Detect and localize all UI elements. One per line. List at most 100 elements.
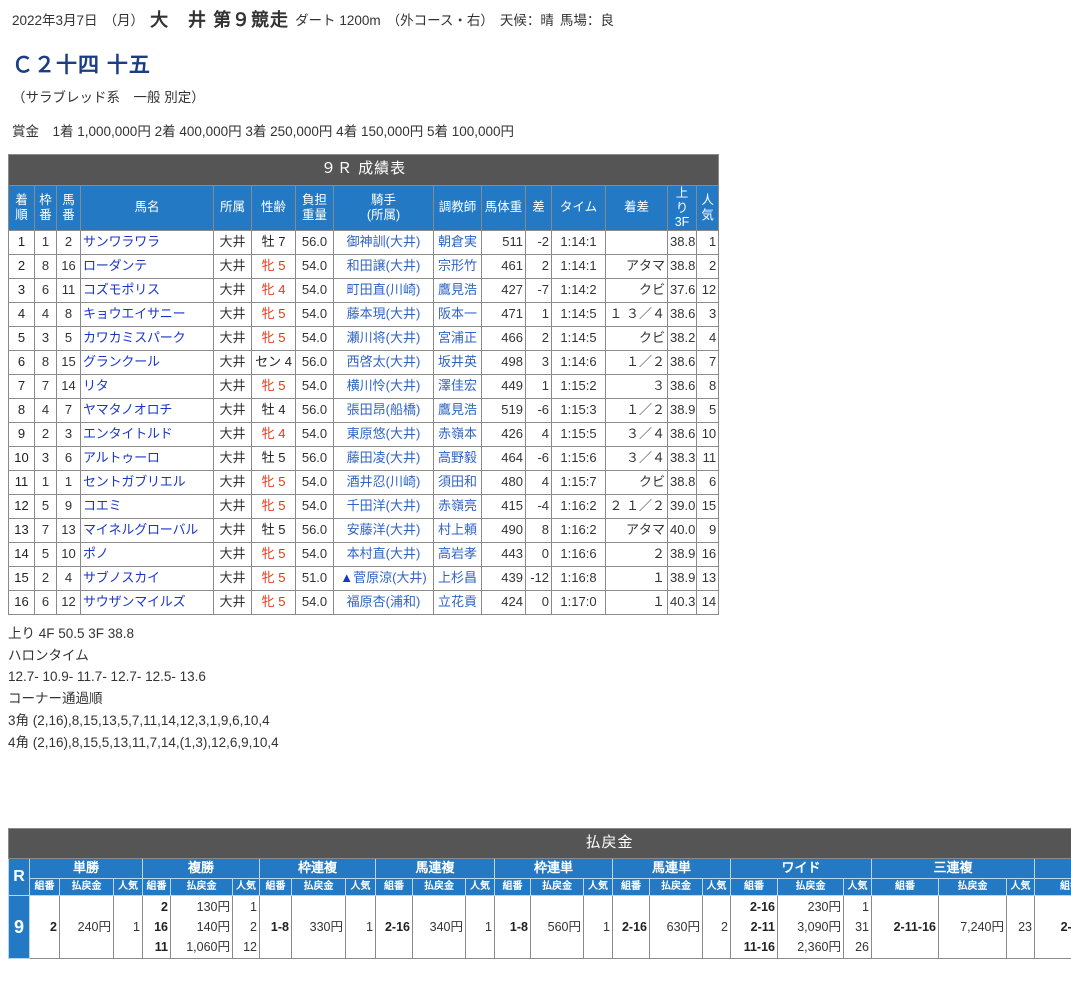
margin-cell: クビ <box>605 325 668 351</box>
time-cell: 1:16:2 <box>551 493 606 519</box>
jockey-link[interactable]: 安藤洋(大井) <box>333 517 434 543</box>
trainer-link[interactable]: 須田和 <box>433 469 482 495</box>
payout-combo-value: 11 <box>154 940 168 954</box>
popularity-cell: 5 <box>695 397 720 423</box>
trainer-link[interactable]: 朝倉実 <box>433 229 482 255</box>
trainer-link[interactable]: 立花貢 <box>433 589 482 615</box>
jockey-link[interactable]: 藤田凌(大井) <box>333 445 434 471</box>
payout-table-caption: 払戻金 <box>7 828 1071 859</box>
trainer-link[interactable]: 鷹見浩 <box>433 397 482 423</box>
trainer-link[interactable]: 上杉昌 <box>433 565 482 591</box>
trainer-link[interactable]: 赤嶺亮 <box>433 493 482 519</box>
jockey-link[interactable]: 張田昂(船橋) <box>333 397 434 423</box>
trainer-link[interactable]: 赤嶺本 <box>433 421 482 447</box>
payout-subheader-amount: 払戻金 <box>777 878 844 896</box>
last-3f-cell: 38.6 <box>667 421 697 447</box>
sex-age-cell: 牝 5 <box>251 493 296 519</box>
affiliation-cell: 大井 <box>213 589 252 615</box>
sex-age-cell: 牡 7 <box>251 229 296 255</box>
table-row: 1 1 2 サンワラワラ 大井牡 7 56.0 御神訓(大井) 朝倉実 511 -2 1:14:1 3… <box>8 229 720 255</box>
jockey-link[interactable]: 瀬川将(大井) <box>333 325 434 351</box>
horse-name-link[interactable]: コズモポリス <box>80 277 214 303</box>
trainer-link[interactable]: 鷹見浩 <box>433 277 482 303</box>
horse-name-link[interactable]: ローダンテ <box>80 253 214 279</box>
horse-name-link[interactable]: ポノ <box>80 541 214 567</box>
horse-name-link[interactable]: サブノスカイ <box>80 565 214 591</box>
payout-subheader-combo: 組番 <box>730 878 778 896</box>
payout-subheader-popularity: 人気 <box>345 878 376 896</box>
payout-amount-cell: 560円 <box>530 895 584 959</box>
jockey-link[interactable]: 横川怜(大井) <box>333 373 434 399</box>
affiliation-cell: 大井 <box>213 253 252 279</box>
col-header-trainer: 調教師 <box>433 184 482 231</box>
jockey-link[interactable]: 西啓太(大井) <box>333 349 434 375</box>
horse-name-link[interactable]: キョウエイサニー <box>80 301 214 327</box>
col-header-margin: 着差 <box>605 184 668 231</box>
trainer-link[interactable]: 高野毅 <box>433 445 482 471</box>
payout-combo-value: 1-8 <box>270 920 289 934</box>
weight-diff-cell: 4 <box>525 469 552 495</box>
weight-carried-cell: 56.0 <box>295 397 334 423</box>
race-meta-line: 2022年3月7日 （月） 大 井第９競走 ダート 1200m （外コース・右） 天候：晴… <box>0 0 1071 32</box>
horse-number-cell: 3 <box>56 421 81 447</box>
payout-combo-value: 16 <box>154 920 168 934</box>
weight-diff-cell: -2 <box>525 229 552 255</box>
col-header-weight-carried: 負担 重量 <box>295 184 334 231</box>
trainer-link[interactable]: 宗形竹 <box>433 253 482 279</box>
payout-group-header-5: 馬連単 <box>612 858 731 879</box>
payout-amount-cell: 7,240円 <box>938 895 1007 959</box>
horse-name-link[interactable]: アルトゥーロ <box>80 445 214 471</box>
payout-combo-cell: 2-16-11 <box>1034 895 1071 959</box>
jockey-link[interactable]: 福原杏(浦和) <box>333 589 434 615</box>
horse-name-link[interactable]: コエミ <box>80 493 214 519</box>
horse-name-link[interactable]: セントガブリエル <box>80 469 214 495</box>
affiliation-cell: 大井 <box>213 517 252 543</box>
horse-name-link[interactable]: サンワラワラ <box>80 229 214 255</box>
jockey-link[interactable]: 本村直(大井) <box>333 541 434 567</box>
weight-diff-cell: 2 <box>525 253 552 279</box>
margin-cell: １ ３／４ <box>605 301 668 327</box>
horse-name-link[interactable]: グランクール <box>80 349 214 375</box>
bracket-number-cell: 8 <box>34 349 57 375</box>
payout-popularity-value: 12 <box>243 940 257 954</box>
horse-number-cell: 2 <box>56 229 81 255</box>
horse-name-link[interactable]: リタ <box>80 373 214 399</box>
popularity-cell: 14 <box>695 589 720 615</box>
last-3f-cell: 40.0 <box>667 517 697 543</box>
jockey-link[interactable]: 酒井忍(川崎) <box>333 469 434 495</box>
jockey-link[interactable]: ▲菅原涼(大井) <box>333 565 434 591</box>
trainer-link[interactable]: 宮浦正 <box>433 325 482 351</box>
jockey-link[interactable]: 御神訓(大井) <box>333 229 434 255</box>
jockey-link[interactable]: 和田譲(大井) <box>333 253 434 279</box>
horse-number-cell: 9 <box>56 493 81 519</box>
trainer-link[interactable]: 坂井英 <box>433 349 482 375</box>
result-table-body: 1 1 2 サンワラワラ 大井牡 7 56.0 御神訓(大井) 朝倉実 511 -2 1:14:1 3… <box>8 229 720 615</box>
race-notes: 上り 4F 50.5 3F 38.8 ハロンタイム 12.7- 10.9- 11… <box>8 623 1071 754</box>
horse-weight-cell: 439 <box>481 565 526 591</box>
payout-combo-cell: 2-11-16 <box>871 895 939 959</box>
last-3f-cell: 38.9 <box>667 565 697 591</box>
horse-name-link[interactable]: エンタイトルド <box>80 421 214 447</box>
weight-carried-cell: 54.0 <box>295 277 334 303</box>
agari-line: 上り 4F 50.5 3F 38.8 <box>8 625 135 641</box>
rank-cell: 7 <box>8 373 35 399</box>
popularity-cell: 4 <box>695 325 720 351</box>
horse-name-link[interactable]: マイネルグローバル <box>80 517 214 543</box>
rank-cell: 1 <box>8 229 35 255</box>
horse-name-link[interactable]: カワカミスパーク <box>80 325 214 351</box>
horse-number-cell: 8 <box>56 301 81 327</box>
trainer-link[interactable]: 阪本一 <box>433 301 482 327</box>
trainer-link[interactable]: 高岩孝 <box>433 541 482 567</box>
jockey-link[interactable]: 町田直(川崎) <box>333 277 434 303</box>
jockey-link[interactable]: 東原悠(大井) <box>333 421 434 447</box>
payout-combo-cell: 2 <box>29 895 60 959</box>
popularity-cell: 7 <box>695 349 720 375</box>
jockey-link[interactable]: 千田洋(大井) <box>333 493 434 519</box>
margin-cell: ２ <box>605 541 668 567</box>
trainer-link[interactable]: 村上頼 <box>433 517 482 543</box>
horse-name-link[interactable]: ヤマタノオロチ <box>80 397 214 423</box>
margin-cell: アタマ <box>605 517 668 543</box>
trainer-link[interactable]: 澤佳宏 <box>433 373 482 399</box>
horse-name-link[interactable]: サウザンマイルズ <box>80 589 214 615</box>
jockey-link[interactable]: 藤本現(大井) <box>333 301 434 327</box>
